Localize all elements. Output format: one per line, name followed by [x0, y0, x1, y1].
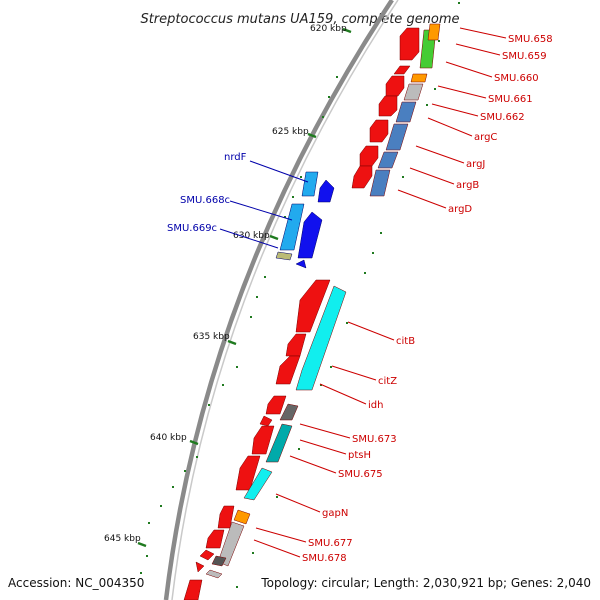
gene-arrow	[403, 83, 424, 101]
gene-arrow	[217, 521, 245, 567]
gene-arrow	[205, 569, 223, 579]
leader-lines-right	[253, 27, 507, 558]
gene-arrow	[251, 425, 275, 455]
gene-arrow	[399, 27, 420, 61]
gene-label: SMU.659	[502, 51, 547, 62]
gene-arrow	[385, 75, 405, 97]
gene-arrow	[395, 101, 417, 123]
gene-arrow	[211, 555, 227, 567]
gene-arrow	[297, 211, 323, 259]
genome-backbone	[163, 0, 394, 600]
genome-backbone-inner	[171, 0, 399, 600]
gene-labels-left: nrdF SMU.668c SMU.669c	[167, 152, 247, 234]
summary-text: Topology: circular; Length: 2,030,921 bp…	[260, 576, 591, 590]
gene-label: SMU.658	[508, 34, 553, 45]
gene-arrow	[279, 203, 305, 251]
kbp-labels: 620 kbp 625 kbp 630 kbp 635 kbp 640 kbp …	[104, 24, 347, 544]
gene-arrow	[285, 333, 307, 357]
gene-label: gapN	[322, 508, 348, 519]
gene-arrow	[369, 169, 391, 197]
gene-arrow	[275, 355, 301, 385]
gene-label: SMU.678	[302, 553, 347, 564]
gene-arrow	[183, 579, 203, 600]
gene-arrow	[259, 415, 273, 427]
gene-label: ptsH	[348, 450, 371, 461]
gene-arrow	[351, 165, 373, 189]
gene-label: citB	[396, 336, 415, 347]
gene-label: argC	[474, 132, 497, 143]
gene-label: argJ	[466, 159, 485, 170]
gene-arrow	[295, 259, 307, 269]
gene-arrow	[217, 505, 235, 529]
gene-label: SMU.662	[480, 112, 525, 123]
gene-arrow	[393, 65, 411, 75]
map-title: Streptococcus mutans UA159, complete gen…	[140, 12, 459, 27]
gene-label: nrdF	[224, 152, 247, 163]
gene-arrow	[427, 23, 441, 41]
kbp-label: 625 kbp	[272, 127, 309, 137]
kbp-label: 620 kbp	[310, 24, 347, 34]
gene-label: SMU.673	[352, 434, 397, 445]
gene-label: SMU.661	[488, 94, 533, 105]
kbp-label: 645 kbp	[104, 534, 141, 544]
gene-label: citZ	[378, 376, 397, 387]
gene-arrow	[233, 509, 251, 525]
accession-text: Accession: NC_004350	[8, 576, 144, 590]
kbp-label: 640 kbp	[150, 433, 187, 443]
kbp-label: 635 kbp	[193, 332, 230, 342]
gene-label: idh	[368, 400, 383, 411]
gene-arrow	[243, 467, 273, 501]
gene-arrow	[265, 423, 293, 463]
gene-arrow	[295, 285, 347, 391]
reverse-genes	[275, 171, 335, 269]
leader-lines-left	[219, 160, 309, 249]
gene-label: SMU.668c	[180, 195, 230, 206]
gene-label: argB	[456, 180, 479, 191]
ruler-dots	[140, 2, 460, 588]
gene-arrow	[195, 561, 205, 573]
gene-arrow	[275, 251, 293, 261]
gene-arrow	[317, 179, 335, 203]
gene-arrow	[265, 395, 287, 415]
gene-arrow	[378, 95, 398, 117]
gene-arrow	[301, 171, 319, 197]
gene-label: SMU.677	[308, 538, 353, 549]
forward-genes	[351, 23, 441, 197]
forward-genes-lower	[183, 279, 347, 600]
gene-label: argD	[448, 204, 472, 215]
gene-arrow	[369, 119, 389, 143]
gene-label: SMU.660	[494, 73, 539, 84]
gene-labels-right: SMU.658 SMU.659 SMU.660 SMU.661 SMU.662 …	[302, 34, 553, 564]
gene-label: SMU.675	[338, 469, 383, 480]
kbp-label: 630 kbp	[233, 231, 270, 241]
gene-arrow	[279, 403, 299, 421]
gene-arrow	[199, 549, 215, 561]
gene-arrow	[377, 151, 399, 169]
gene-arrow	[359, 145, 379, 167]
gene-arrow	[410, 73, 428, 83]
kbp-ticks	[137, 27, 352, 548]
gene-arrow	[205, 529, 225, 549]
gene-arrow	[385, 123, 409, 151]
gene-arrow	[295, 279, 331, 333]
gene-arrow	[235, 455, 261, 491]
gene-label: SMU.669c	[167, 223, 217, 234]
